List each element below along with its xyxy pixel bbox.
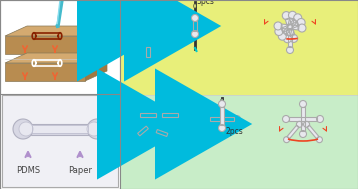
Circle shape bbox=[282, 115, 290, 122]
Ellipse shape bbox=[149, 5, 150, 9]
Ellipse shape bbox=[151, 5, 153, 9]
Circle shape bbox=[289, 11, 296, 19]
Text: 2pcs: 2pcs bbox=[226, 127, 244, 136]
Polygon shape bbox=[193, 21, 197, 31]
Polygon shape bbox=[301, 107, 305, 131]
Circle shape bbox=[134, 133, 140, 139]
Circle shape bbox=[286, 29, 294, 36]
Polygon shape bbox=[307, 125, 319, 139]
Bar bbox=[0, 0, 120, 189]
Polygon shape bbox=[163, 113, 178, 117]
Polygon shape bbox=[286, 18, 294, 36]
Circle shape bbox=[278, 32, 286, 40]
Circle shape bbox=[294, 14, 302, 22]
Bar bbox=[2, 95, 118, 187]
Circle shape bbox=[203, 115, 211, 122]
Circle shape bbox=[218, 101, 226, 108]
Polygon shape bbox=[56, 25, 58, 28]
Circle shape bbox=[300, 130, 306, 138]
Circle shape bbox=[135, 112, 141, 118]
Circle shape bbox=[316, 115, 324, 122]
Circle shape bbox=[304, 121, 310, 127]
Polygon shape bbox=[85, 53, 107, 81]
Ellipse shape bbox=[144, 5, 145, 9]
Circle shape bbox=[19, 122, 33, 136]
Polygon shape bbox=[146, 47, 150, 57]
Circle shape bbox=[282, 12, 290, 20]
Polygon shape bbox=[283, 19, 297, 35]
Polygon shape bbox=[137, 126, 148, 136]
Polygon shape bbox=[5, 53, 107, 63]
Circle shape bbox=[151, 127, 158, 133]
Circle shape bbox=[155, 112, 161, 118]
Bar bbox=[120, 0, 358, 95]
Circle shape bbox=[284, 35, 291, 43]
Circle shape bbox=[296, 121, 303, 127]
Circle shape bbox=[192, 15, 198, 22]
Ellipse shape bbox=[221, 98, 223, 104]
Circle shape bbox=[297, 19, 305, 26]
Polygon shape bbox=[156, 129, 168, 136]
Circle shape bbox=[87, 122, 101, 136]
Circle shape bbox=[87, 119, 107, 139]
Polygon shape bbox=[31, 123, 89, 135]
Polygon shape bbox=[288, 35, 292, 47]
Circle shape bbox=[290, 34, 298, 42]
Polygon shape bbox=[285, 18, 295, 36]
Circle shape bbox=[145, 42, 151, 48]
Circle shape bbox=[13, 119, 33, 139]
Circle shape bbox=[275, 27, 283, 36]
Circle shape bbox=[218, 125, 226, 132]
Circle shape bbox=[145, 56, 151, 62]
Polygon shape bbox=[5, 26, 107, 36]
Polygon shape bbox=[210, 117, 234, 121]
Polygon shape bbox=[32, 125, 88, 133]
Circle shape bbox=[146, 123, 152, 129]
Polygon shape bbox=[140, 113, 156, 117]
Circle shape bbox=[274, 22, 282, 30]
Text: Paper: Paper bbox=[68, 166, 92, 175]
Polygon shape bbox=[289, 117, 317, 121]
Ellipse shape bbox=[141, 5, 143, 9]
Polygon shape bbox=[5, 36, 85, 54]
Circle shape bbox=[166, 133, 173, 139]
Polygon shape bbox=[281, 22, 299, 32]
Circle shape bbox=[233, 115, 241, 122]
Text: PDMS: PDMS bbox=[16, 166, 40, 175]
Circle shape bbox=[284, 137, 290, 143]
Polygon shape bbox=[281, 24, 299, 30]
Circle shape bbox=[316, 137, 323, 143]
Bar bbox=[120, 95, 358, 189]
Polygon shape bbox=[85, 26, 107, 54]
Text: 5pcs: 5pcs bbox=[196, 0, 214, 6]
Polygon shape bbox=[5, 63, 85, 81]
Circle shape bbox=[177, 112, 183, 118]
Ellipse shape bbox=[194, 4, 196, 9]
Circle shape bbox=[157, 112, 163, 118]
Polygon shape bbox=[287, 125, 299, 139]
Polygon shape bbox=[220, 107, 224, 125]
Circle shape bbox=[286, 46, 294, 53]
Circle shape bbox=[192, 30, 198, 37]
Circle shape bbox=[298, 24, 306, 32]
Ellipse shape bbox=[146, 5, 148, 9]
Circle shape bbox=[300, 101, 306, 108]
